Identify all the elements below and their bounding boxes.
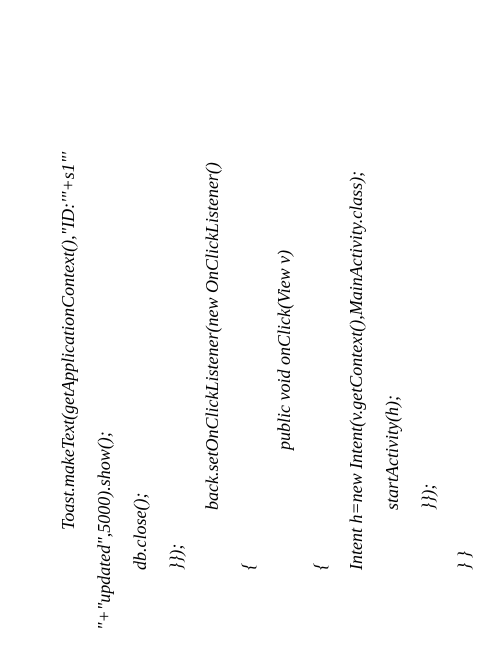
code-line: db.close(); (122, 20, 158, 630)
code-line: }}); (158, 20, 194, 630)
code-line: Toast.makeText(getApplicationContext(),"… (50, 20, 86, 630)
code-line: Intent h=new Intent(v.getContext(),MainA… (338, 20, 374, 630)
code-line: startActivity(h); (374, 20, 410, 630)
code-line: { (302, 20, 338, 630)
code-line: { (230, 20, 266, 630)
code-line: public void onClick(View v) (266, 20, 302, 630)
code-line: "+"updated",5000).show(); (86, 20, 122, 630)
code-block: Toast.makeText(getApplicationContext(),"… (0, 0, 503, 670)
code-line: }}); (410, 20, 446, 630)
code-line: back.setOnClickListener(new OnClickListe… (194, 20, 230, 630)
page: Toast.makeText(getApplicationContext(),"… (0, 0, 503, 670)
code-line: } } (446, 20, 482, 630)
